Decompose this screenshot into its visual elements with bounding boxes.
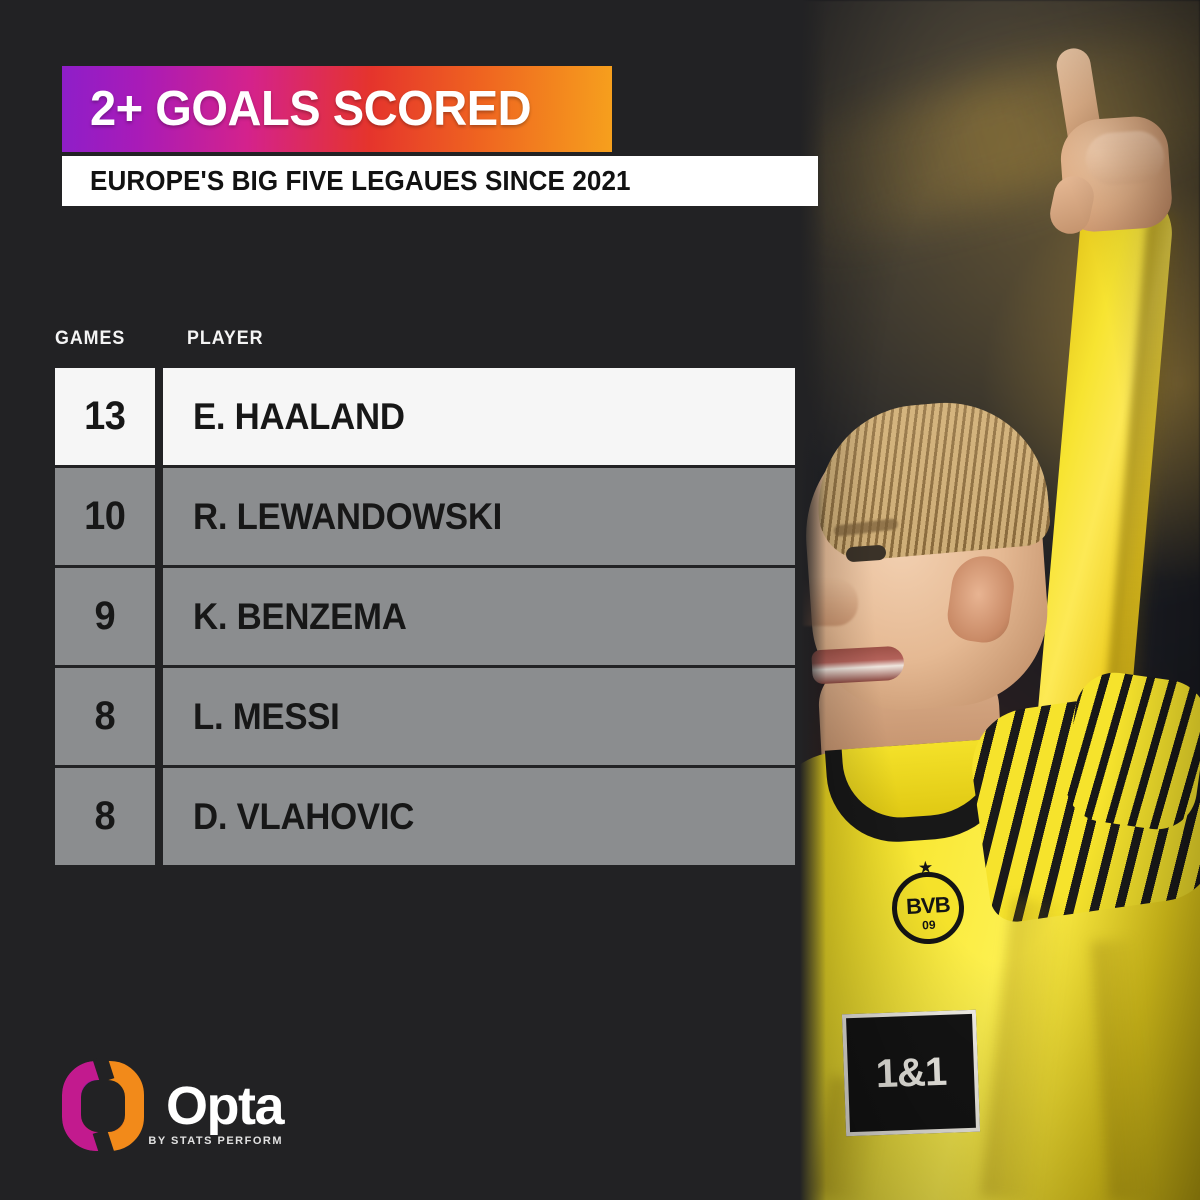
cell-games: 10	[55, 468, 155, 565]
mouth	[811, 645, 905, 685]
table-column-headers: GAMES PLAYER	[55, 328, 795, 354]
opta-logo-center	[81, 1080, 125, 1132]
page-subtitle: EUROPE'S BIG FIVE LEGAUES SINCE 2021	[90, 165, 631, 196]
player-name: E. HAALAND	[193, 395, 405, 437]
crest-label: BVB	[905, 891, 951, 920]
player-photo: ★ BVB 09 1&1	[800, 0, 1200, 1200]
games-value: 8	[94, 794, 116, 838]
player-name: K. BENZEMA	[193, 595, 407, 637]
cell-player: L. MESSI	[163, 668, 795, 765]
kit-sponsor-patch: 1&1	[841, 1009, 981, 1137]
cell-player: R. LEWANDOWSKI	[163, 468, 795, 565]
opta-tagline: BY STATS PERFORM	[148, 1135, 284, 1147]
page-title: 2+ GOALS SCORED	[90, 82, 532, 136]
opta-wordmark: Opta BY STATS PERFORM	[148, 1076, 285, 1147]
column-header-player: PLAYER	[187, 328, 264, 349]
cell-games: 13	[55, 368, 155, 465]
games-value: 9	[94, 594, 116, 638]
cell-games: 8	[55, 668, 155, 765]
player-name: L. MESSI	[193, 695, 340, 737]
cell-games: 8	[55, 768, 155, 865]
cell-games: 9	[55, 568, 155, 665]
games-value: 13	[84, 394, 126, 438]
ranking-table: 13 E. HAALAND 10 R. LEWANDOWSKI 9 K. BEN…	[55, 368, 795, 868]
eye	[845, 544, 887, 563]
games-value: 10	[84, 494, 126, 538]
cell-player: D. VLAHOVIC	[163, 768, 795, 865]
table-row: 13 E. HAALAND	[55, 368, 795, 465]
player-name: R. LEWANDOWSKI	[193, 495, 503, 537]
crest-year: 09	[921, 917, 936, 933]
games-value: 8	[94, 694, 116, 738]
cell-player: K. BENZEMA	[163, 568, 795, 665]
table-row: 8 L. MESSI	[55, 668, 795, 765]
cell-player: E. HAALAND	[163, 368, 795, 465]
opta-logo-right-half	[103, 1061, 144, 1151]
nose-shadow	[802, 578, 858, 626]
table-row: 8 D. VLAHOVIC	[55, 768, 795, 865]
column-header-games: GAMES	[55, 328, 126, 349]
table-row: 10 R. LEWANDOWSKI	[55, 468, 795, 565]
opta-branding: Opta BY STATS PERFORM	[62, 1055, 285, 1157]
kit-sleeve-stripes	[1060, 667, 1200, 835]
opta-logo-icon	[62, 1055, 144, 1157]
player-name: D. VLAHOVIC	[193, 795, 415, 837]
subtitle-banner: EUROPE'S BIG FIVE LEGAUES SINCE 2021	[62, 156, 818, 206]
opta-brand-name: Opta	[166, 1076, 285, 1136]
kit-sponsor-label: 1&1	[875, 1049, 947, 1096]
title-banner: 2+ GOALS SCORED	[62, 66, 612, 152]
table-row: 9 K. BENZEMA	[55, 568, 795, 665]
